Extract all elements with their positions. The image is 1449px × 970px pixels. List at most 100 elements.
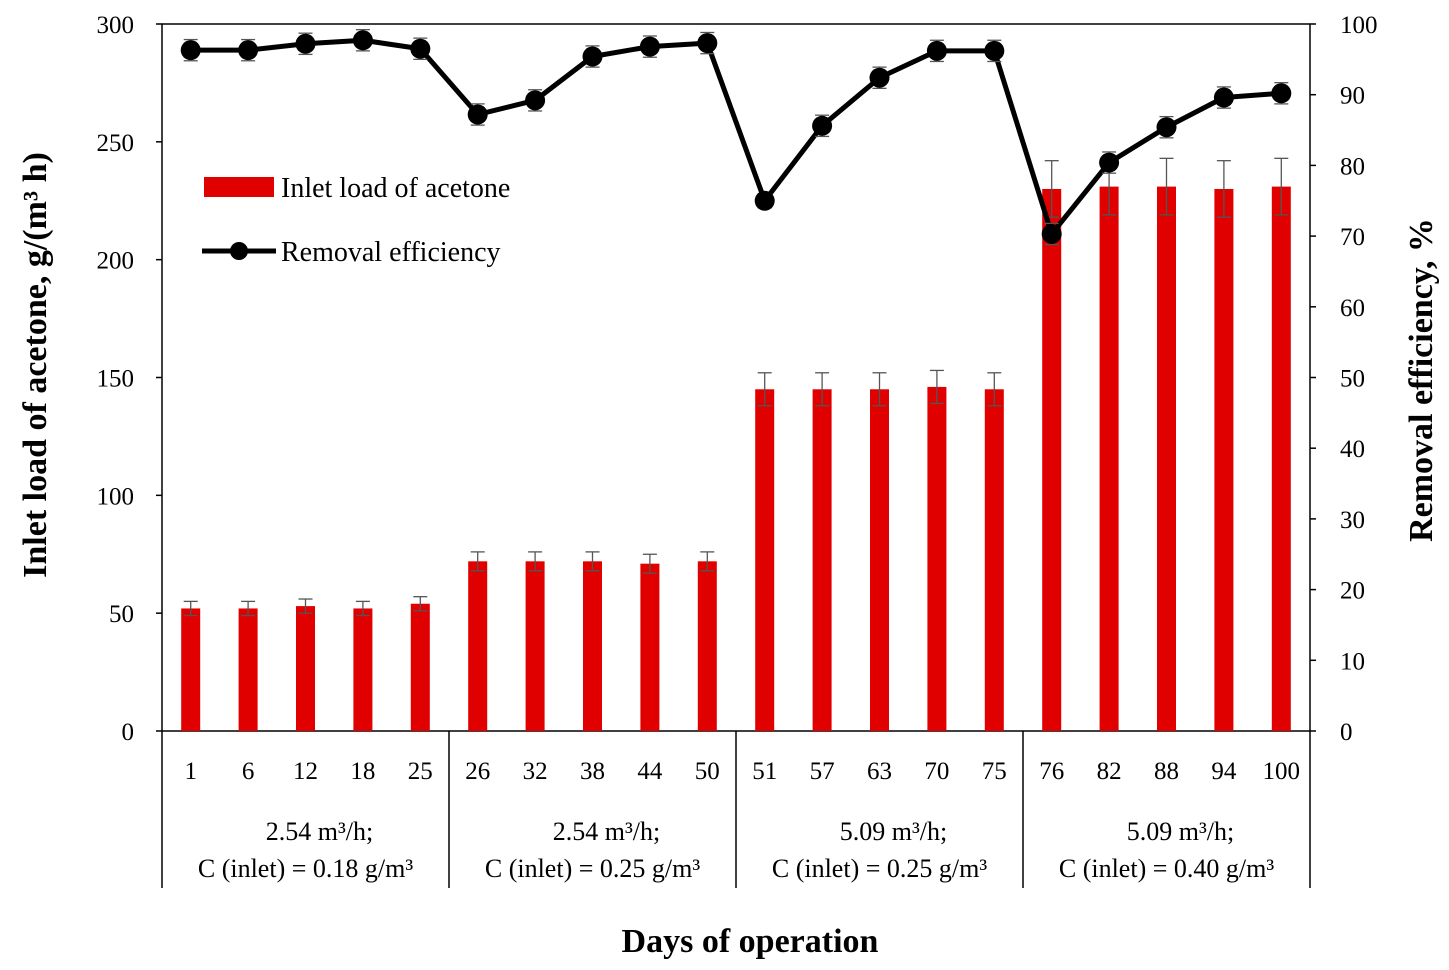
bar (1214, 188, 1234, 731)
left-axis-tick-label: 100 (97, 483, 135, 510)
bar (984, 389, 1004, 731)
x-axis: 1 6 12 18 25 26 32 38 44 50 51 57 63 70 75 76 82 88 94 100 2… (161, 731, 1311, 888)
line-point (352, 30, 373, 51)
x-tick-label: 38 (580, 758, 605, 785)
line-point (926, 40, 947, 61)
group-label-concentration: C (inlet) = 0.18 g/m³ (198, 854, 413, 883)
bar (238, 608, 258, 731)
bar (1271, 186, 1291, 732)
right-axis-tick-label: 0 (1340, 719, 1353, 746)
right-axis: 0 10 20 30 40 50 60 70 80 90 100 (1310, 12, 1378, 746)
line-point (869, 67, 890, 88)
x-tick-label: 63 (867, 758, 892, 785)
line-point (984, 40, 1005, 61)
bar (525, 561, 545, 731)
line-point (582, 46, 603, 67)
bar (181, 608, 201, 731)
bar (697, 561, 717, 731)
x-tick-label: 82 (1097, 758, 1122, 785)
legend-marker-icon (230, 242, 248, 260)
bar (755, 389, 775, 731)
x-tick-label: 76 (1039, 758, 1064, 785)
group-label-concentration: C (inlet) = 0.25 g/m³ (485, 854, 700, 883)
x-tick-label: 32 (523, 758, 548, 785)
bar (927, 386, 947, 731)
group-label-flow: 5.09 m³/h; (1127, 817, 1234, 846)
x-tick-label: 51 (752, 758, 777, 785)
x-tick-label: 57 (810, 758, 835, 785)
line-point (238, 40, 259, 61)
x-tick-label: 70 (924, 758, 949, 785)
bar (1157, 186, 1176, 732)
x-tick-label: 12 (293, 758, 318, 785)
group-label-flow: 5.09 m³/h; (840, 817, 947, 846)
line-point (1271, 83, 1292, 104)
group-label-concentration: C (inlet) = 0.40 g/m³ (1059, 854, 1274, 883)
x-tick-label: 26 (465, 758, 490, 785)
line-point (1213, 87, 1234, 108)
right-axis-tick-label: 30 (1340, 507, 1365, 534)
legend-label-line: Removal efficiency (281, 237, 501, 268)
group-label-concentration: C (inlet) = 0.25 g/m³ (772, 854, 987, 883)
left-axis-tick-label: 200 (97, 248, 135, 275)
bar (1099, 186, 1119, 732)
group-label-flow: 2.54 m³/h; (266, 817, 373, 846)
y-axis-right-title: Removal efficiency, % (1403, 218, 1440, 542)
line-point (639, 36, 660, 57)
legend-label-bar: Inlet load of acetone (281, 173, 510, 204)
right-axis-tick-label: 10 (1340, 648, 1365, 675)
left-axis: 0 50 100 150 200 250 300 (97, 12, 162, 746)
x-tick-label: 18 (350, 758, 375, 785)
line-point (295, 33, 316, 54)
legend-bar-swatch (204, 177, 274, 197)
right-axis-tick-label: 40 (1340, 436, 1365, 463)
x-tick-label: 100 (1263, 758, 1301, 785)
x-tick-label: 75 (982, 758, 1007, 785)
x-tick-label: 94 (1211, 758, 1237, 785)
bar (870, 389, 889, 731)
right-axis-tick-label: 80 (1340, 153, 1365, 180)
line-point (1041, 223, 1062, 244)
right-axis-tick-label: 20 (1340, 578, 1365, 605)
right-axis-tick-label: 70 (1340, 224, 1365, 251)
bar (640, 563, 660, 731)
left-axis-tick-label: 50 (109, 601, 134, 628)
line-point (754, 190, 775, 211)
bar (1042, 188, 1062, 731)
line-point (410, 38, 431, 59)
x-tick-label: 88 (1154, 758, 1179, 785)
right-axis-tick-label: 90 (1340, 83, 1365, 110)
bar (583, 561, 602, 731)
x-tick-label: 50 (695, 758, 720, 785)
line-point (812, 115, 833, 136)
left-axis-tick-label: 250 (97, 130, 135, 157)
line-point (525, 90, 546, 111)
line-layer (180, 29, 1292, 246)
bar (353, 608, 373, 731)
group-label-flow: 2.54 m³/h; (553, 817, 660, 846)
left-axis-tick-label: 300 (97, 12, 135, 39)
bar (812, 389, 832, 731)
legend: Inlet load of acetone Removal efficiency (202, 173, 510, 268)
right-axis-tick-label: 60 (1340, 295, 1365, 322)
x-tick-label: 44 (637, 758, 663, 785)
line-point (180, 40, 201, 61)
right-axis-tick-label: 100 (1340, 12, 1378, 39)
bars-layer (181, 157, 1291, 732)
x-tick-label: 1 (184, 758, 197, 785)
bar (468, 561, 488, 731)
x-tick-label: 6 (242, 758, 255, 785)
left-axis-tick-label: 150 (97, 366, 135, 393)
plot-frame (161, 23, 1311, 732)
line-point (1099, 152, 1120, 173)
y-axis-left-title: Inlet load of acetone, g/(m³ h) (17, 152, 54, 578)
line-point (697, 33, 718, 54)
line-point (467, 104, 488, 125)
x-tick-label: 25 (408, 758, 433, 785)
line-point (1156, 117, 1177, 138)
x-axis-title: Days of operation (622, 923, 879, 960)
bar (296, 606, 315, 731)
left-axis-tick-label: 0 (122, 719, 135, 746)
right-axis-tick-label: 50 (1340, 366, 1365, 393)
